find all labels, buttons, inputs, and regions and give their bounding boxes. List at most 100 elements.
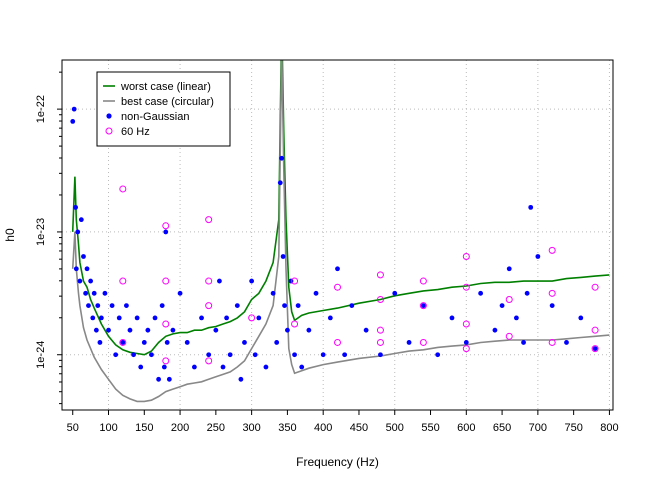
x-tick-label: 450: [350, 422, 368, 434]
data-point: [334, 338, 341, 346]
data-point: [84, 266, 90, 272]
data-point: [159, 303, 165, 309]
data-point: [170, 327, 176, 333]
data-point: [505, 332, 513, 340]
data-point: [124, 303, 129, 309]
data-point: [113, 352, 119, 358]
data-point: [306, 327, 312, 333]
y-tick-label: 1e-24: [35, 341, 47, 369]
data-point: [334, 283, 341, 291]
data-point: [77, 278, 83, 284]
data-point: [521, 340, 526, 345]
data-point: [548, 338, 556, 346]
data-point: [291, 277, 299, 285]
data-point: [90, 315, 96, 321]
x-tick-label: 750: [564, 422, 582, 434]
data-point: [270, 290, 276, 296]
x-axis-label: Frequency (Hz): [296, 455, 379, 469]
data-point: [95, 303, 101, 309]
y-tick-label: 1e-23: [35, 218, 47, 246]
x-tick-label: 50: [67, 422, 79, 434]
data-point: [220, 364, 226, 370]
data-point: [462, 320, 470, 328]
data-point: [564, 340, 569, 345]
data-point: [406, 340, 412, 345]
data-point: [376, 338, 384, 346]
data-point: [242, 340, 247, 345]
data-point: [282, 303, 287, 309]
data-point: [102, 290, 108, 296]
data-point: [162, 357, 170, 365]
x-tick-label: 650: [493, 422, 511, 434]
data-point: [376, 271, 384, 279]
data-point: [378, 352, 383, 358]
series-line: [71, 60, 610, 356]
data-point: [206, 352, 212, 358]
x-tick-label: 800: [600, 422, 618, 434]
axes: 50 100 150 200 250 300 350 400 450 500 550 600 650 70…: [35, 71, 619, 434]
data-point: [277, 180, 283, 186]
data-point: [591, 283, 599, 291]
legend-label: 60 Hz: [121, 126, 150, 138]
legend-swatch: [105, 127, 113, 135]
data-point: [152, 315, 158, 321]
data-point: [592, 346, 598, 351]
data-point: [234, 303, 240, 309]
series-1: [71, 60, 610, 403]
data-point: [86, 303, 91, 309]
data-point: [73, 204, 78, 210]
legend-label: best case (circular): [121, 96, 214, 108]
x-tick-label: 550: [421, 422, 439, 434]
data-point: [535, 254, 541, 259]
data-point: [83, 290, 89, 296]
plot-frame: [61, 59, 614, 411]
data-point: [419, 338, 427, 346]
data-point: [119, 277, 127, 285]
y-tick-label: 1e-22: [35, 95, 47, 123]
data-point: [327, 315, 333, 321]
data-point: [285, 327, 290, 333]
data-point: [249, 278, 255, 284]
data-point: [78, 217, 84, 223]
data-point: [420, 303, 426, 309]
data-point: [295, 303, 301, 309]
data-point: [213, 327, 219, 333]
data-point: [98, 315, 104, 321]
data-point: [363, 327, 369, 333]
data-point: [320, 352, 326, 358]
data-point: [71, 106, 77, 112]
data-point: [299, 364, 305, 370]
data-point: [75, 229, 81, 235]
data-point: [163, 229, 169, 235]
data-point: [506, 266, 512, 272]
data-point: [119, 185, 127, 193]
data-point: [578, 315, 584, 321]
data-point: [392, 290, 398, 296]
data-point: [248, 314, 256, 322]
series-layer: [70, 60, 610, 403]
legend-swatch: [106, 113, 112, 119]
data-point: [252, 352, 258, 358]
legend-label: non-Gaussian: [121, 111, 190, 123]
data-point: [342, 352, 348, 358]
data-point: [199, 315, 204, 321]
data-point: [164, 340, 170, 345]
series-3: [119, 185, 599, 365]
legend: worst case (linear) best case (circular) n…: [96, 71, 231, 147]
data-point: [419, 277, 427, 285]
data-point: [127, 327, 133, 333]
data-point: [109, 303, 115, 309]
x-tick-label: 300: [242, 422, 260, 434]
data-point: [335, 266, 340, 272]
data-point: [162, 222, 170, 230]
data-point: [591, 345, 599, 353]
data-point: [279, 155, 285, 161]
data-point: [88, 278, 94, 284]
data-point: [256, 315, 262, 321]
data-point: [505, 295, 513, 303]
data-point: [166, 376, 172, 382]
data-point: [280, 254, 286, 259]
data-point: [462, 252, 470, 260]
data-point: [205, 277, 213, 285]
